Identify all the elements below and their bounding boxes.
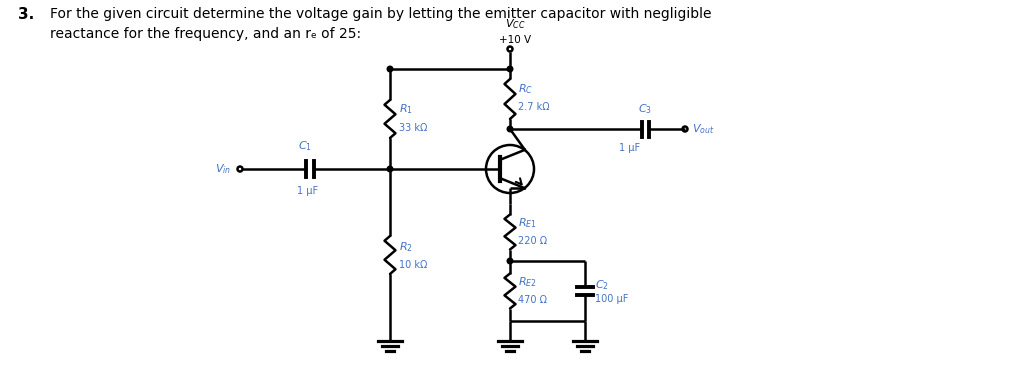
Text: $R_2$: $R_2$ (399, 240, 413, 254)
Text: $V_{CC}$: $V_{CC}$ (504, 17, 525, 31)
Text: $R_{E1}$: $R_{E1}$ (518, 216, 537, 230)
Circle shape (387, 166, 393, 172)
Text: 1 μF: 1 μF (619, 143, 641, 153)
Circle shape (507, 66, 513, 72)
Text: 220 Ω: 220 Ω (518, 236, 547, 246)
Text: 33 kΩ: 33 kΩ (399, 123, 427, 133)
Text: For the given circuit determine the voltage gain by letting the emitter capacito: For the given circuit determine the volt… (50, 7, 712, 21)
Text: 3.: 3. (18, 7, 35, 22)
Text: $C_2$: $C_2$ (595, 278, 609, 292)
Circle shape (507, 258, 513, 264)
Text: reactance for the frequency, and an rₑ of 25:: reactance for the frequency, and an rₑ o… (50, 27, 361, 41)
Text: 100 μF: 100 μF (595, 294, 629, 304)
Text: $R_{E2}$: $R_{E2}$ (518, 275, 537, 289)
Text: 2.7 kΩ: 2.7 kΩ (518, 102, 549, 112)
Text: 1 μF: 1 μF (297, 186, 318, 196)
Text: +10 V: +10 V (499, 35, 531, 45)
Circle shape (387, 66, 393, 72)
Circle shape (507, 126, 513, 132)
Text: $R_1$: $R_1$ (399, 102, 413, 116)
Text: $C_1$: $C_1$ (298, 139, 312, 153)
Text: $V_{in}$: $V_{in}$ (215, 162, 231, 176)
Text: $V_{out}$: $V_{out}$ (692, 122, 715, 136)
Text: $C_3$: $C_3$ (638, 102, 652, 116)
Text: 470 Ω: 470 Ω (518, 295, 547, 305)
Text: 10 kΩ: 10 kΩ (399, 260, 427, 270)
Text: $R_C$: $R_C$ (518, 82, 533, 96)
